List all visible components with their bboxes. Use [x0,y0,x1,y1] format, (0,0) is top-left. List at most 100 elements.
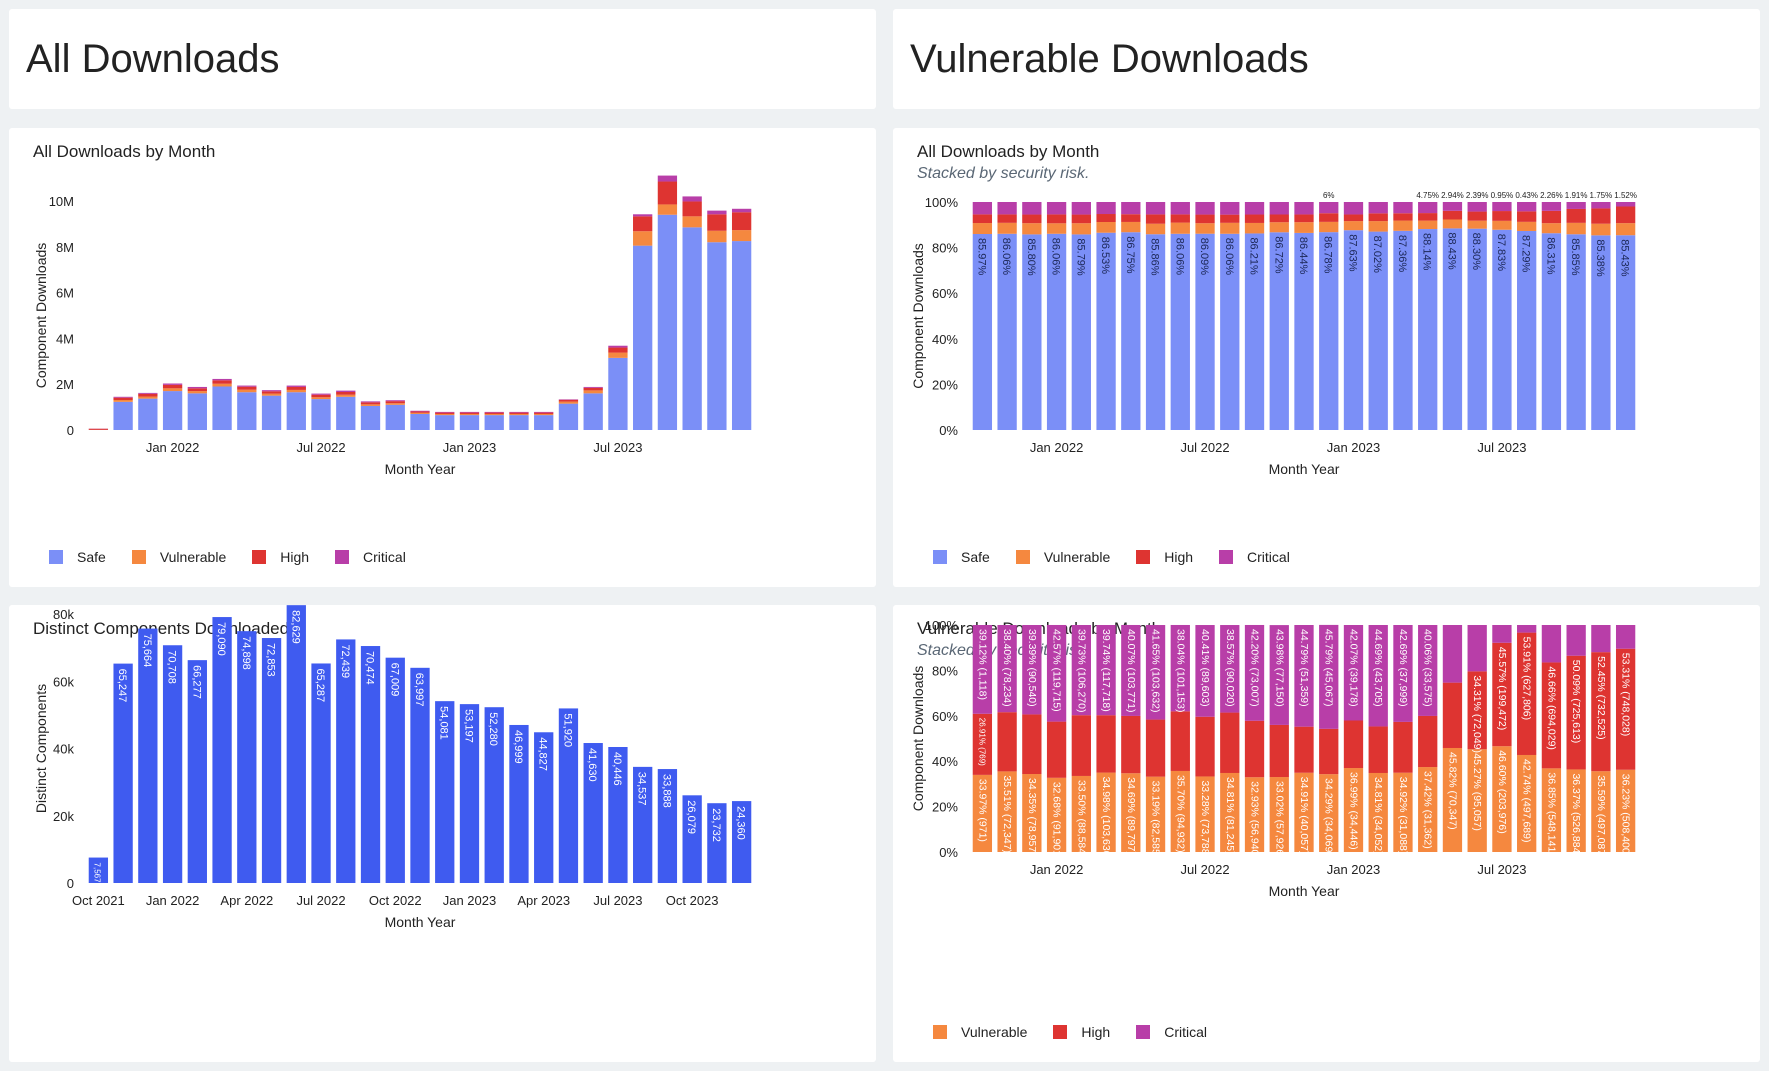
segment-label: 39.74% (117,718) [1100,629,1112,712]
bar-segment-vulnerable [509,413,529,416]
bar-segment-high [707,214,727,231]
bar-segment-safe [1442,228,1463,430]
bar-segment-critical [1022,202,1042,215]
bar-segment-safe [633,245,653,430]
x-tick-label: Jan 2022 [1030,440,1084,455]
legend-label: Vulnerable [961,1024,1028,1040]
y-tick-label: 20% [932,377,958,392]
bar-segment-vulnerable [1442,219,1463,229]
bar-segment-safe [707,242,727,430]
legend-item-vulnerable[interactable]: Vulnerable [933,1024,1027,1040]
bar-segment-high [1467,671,1487,750]
bar-segment-value [187,660,207,883]
bar-segment-vulnerable [212,383,232,387]
bar-segment-critical [1170,202,1190,215]
y-tick-label: 60% [932,709,958,724]
bar-segment-vulnerable [1615,769,1636,852]
bar-segment-critical [1467,625,1487,672]
bar-segment-vulnerable [1170,222,1190,234]
legend-item-safe[interactable]: Safe [933,549,990,565]
segment-label: 33.28% (73,788) [1199,780,1211,858]
segment-label: 46.66% (694,029) [1545,666,1557,749]
segment-label: 40.06% (33,575) [1422,629,1434,707]
bar-segment-safe [113,401,133,430]
legend-item-high[interactable]: High [1136,549,1193,565]
y-axis-label: Component Downloads [33,243,49,389]
x-tick-label: Jul 2022 [1180,440,1229,455]
bar-segment-vulnerable [1368,221,1388,232]
bar-segment-critical [1368,202,1388,214]
legend-item-critical[interactable]: Critical [1219,549,1290,565]
bar-segment-safe [138,398,158,430]
legend-item-critical[interactable]: Critical [335,549,406,565]
segment-label: 33.02% (57,926) [1273,781,1285,859]
bar-segment-vulnerable [1418,767,1438,852]
segment-label: 32.68% (91,901) [1051,782,1063,860]
bar-segment-high [1467,211,1487,221]
segment-label: 43.98% (77,150) [1273,629,1285,707]
bar-segment-critical [212,378,232,381]
legend-item-high[interactable]: High [252,549,309,565]
safe-percent-label: 87.02% [1371,236,1383,274]
legend-item-safe[interactable]: Safe [49,549,106,565]
bar-segment-safe [1294,232,1314,430]
safe-percent-label: 87.36% [1396,235,1408,273]
bar-value-label: 53,197 [462,709,474,743]
segment-label: 32.93% (56,940) [1249,781,1261,859]
segment-label: 46.60% (203,976) [1496,750,1508,833]
bar-segment-safe [1368,231,1388,430]
x-tick-label: Jul 2023 [593,893,642,908]
bar-segment-critical [1517,202,1537,212]
bar-segment-critical [1541,625,1562,663]
bar-segment-vulnerable [1615,223,1636,236]
bar-segment-value [534,732,554,883]
bar-segment-high [1145,719,1166,777]
legend-item-critical[interactable]: Critical [1136,1024,1207,1040]
bar-segment-vulnerable [311,397,331,400]
segment-label: 42.74% (497,689) [1521,759,1533,842]
bar-segment-safe [1170,233,1190,430]
bar-segment-critical [1541,202,1562,211]
bar-segment-high [997,712,1017,772]
segment-label: 45.79% (45,067) [1323,629,1335,707]
legend-label: Critical [1164,1024,1207,1040]
x-tick-label: Jul 2022 [296,893,345,908]
bar-segment-value [212,617,232,883]
segment-label: 45.27% (95,057) [1471,753,1483,831]
segment-label: 38.04% (101,153) [1174,629,1186,712]
bar-segment-value [385,657,405,883]
y-axis-label: Distinct Components [33,684,49,813]
bar-segment-critical [1121,202,1141,215]
bar-segment-critical [162,383,183,385]
segment-label: 52.45% (732,525) [1595,656,1607,739]
legend-item-high[interactable]: High [1053,1024,1110,1040]
bar-segment-high [113,397,133,401]
bar-segment-high [336,391,356,395]
bar-segment-safe [1541,233,1562,430]
bar-value-label: 52,280 [487,712,499,746]
bar-segment-vulnerable [435,413,455,416]
legend-item-vulnerable[interactable]: Vulnerable [1015,549,1110,565]
legend-item-vulnerable[interactable]: Vulnerable [131,549,226,565]
x-tick-label: Apr 2022 [220,893,273,908]
legend: Vulnerable High Critical [933,1024,1207,1040]
y-tick-label: 60k [53,674,74,689]
y-tick-label: 8M [56,240,74,255]
x-tick-label: Jan 2023 [443,440,497,455]
bar-segment-safe [1145,234,1166,430]
bar-value-label: 70,474 [364,651,376,685]
page-title-all-downloads: All Downloads [26,37,280,81]
safe-percent-label: 86.44% [1297,237,1309,275]
high-swatch [1136,550,1151,564]
bar-segment-critical [385,400,405,402]
bar-segment-vulnerable [1393,772,1413,852]
segment-label: 34.92% (31,088) [1397,777,1409,855]
bar-segment-critical [1343,202,1364,215]
bar-segment-vulnerable [484,413,504,416]
bar-segment-safe [1467,228,1487,430]
bar-segment-safe [187,393,207,430]
bar-segment-vulnerable [1220,772,1240,852]
bar-segment-high [1615,648,1636,770]
bar-segment-high [1046,721,1067,778]
bar-segment-critical [1566,202,1586,209]
